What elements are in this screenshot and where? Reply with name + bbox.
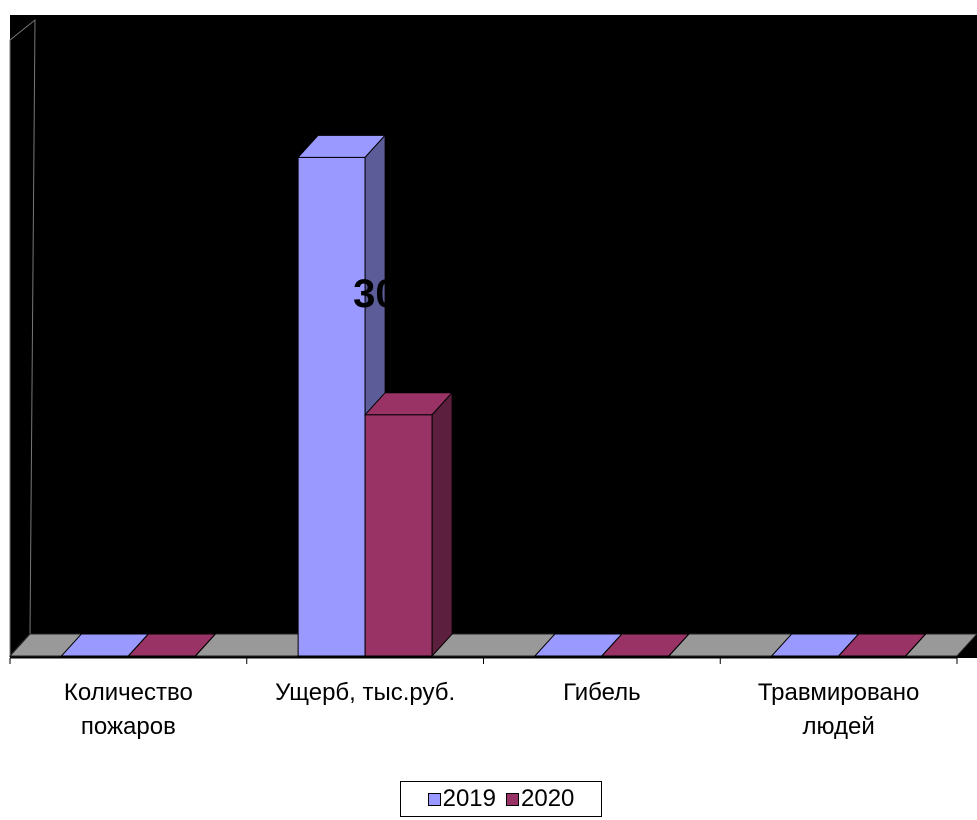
bar (127, 633, 217, 657)
x-tick-label: Ущерб, тыс.руб. (275, 679, 456, 706)
legend-swatch (427, 792, 441, 806)
legend: 2019 2020 (400, 781, 602, 817)
bar-front (364, 414, 433, 657)
legend-item: 2019 (427, 785, 496, 813)
bar-front (297, 156, 366, 657)
x-tick-label: Гибель (563, 679, 641, 706)
plot-area (10, 15, 977, 658)
bar-side (195, 633, 216, 657)
data-label: 30 (353, 272, 398, 316)
legend-item: 2020 (506, 785, 574, 813)
bar (837, 633, 927, 657)
x-tick-label: Количество пожаров (63, 679, 193, 740)
legend-swatch (506, 792, 519, 806)
x-tick-label: Травмировано людей (757, 679, 920, 740)
legend-label: 2020 (521, 785, 575, 812)
bar (363, 391, 454, 658)
bar (600, 633, 691, 657)
bar-side (668, 633, 690, 657)
bar-side (905, 633, 926, 657)
legend-label: 2019 (442, 785, 496, 812)
plot: 30 (8, 15, 977, 664)
bar-side (431, 391, 453, 658)
